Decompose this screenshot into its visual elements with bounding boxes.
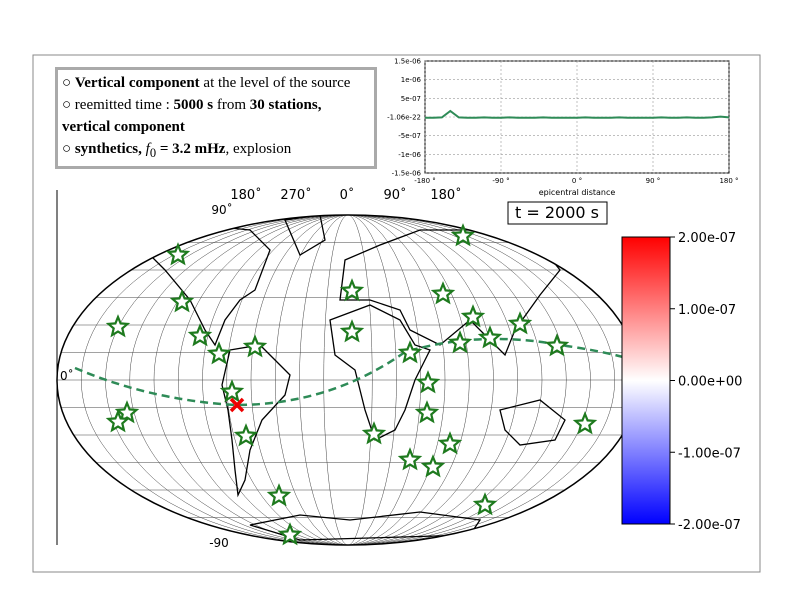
colorbar-label: 1.00e-07 [678,303,736,318]
time-box [507,201,608,225]
lon-label: 270˚ [280,187,311,203]
station [437,431,463,455]
colorbar-label: -2.00e-07 [678,518,741,533]
lat-label: 90˚ [211,202,232,217]
station [206,341,232,365]
lon-label: 0˚ [340,187,355,203]
graticule [57,215,639,545]
x-tick-label: -180 ° [414,177,436,185]
station [105,314,131,338]
great-circle [74,337,641,407]
info-text: at the level of the source [199,75,351,91]
y-tick-label: 5e-07 [401,95,421,103]
station [165,242,191,266]
lon-label: 90˚ [383,187,406,203]
info-line: ○ Vertical component at the level of the… [62,72,370,94]
colorbar-scale [621,236,671,525]
info-text: 30 stations, vertical component [62,97,322,135]
station [361,421,387,445]
info-box: ○ Vertical component at the level of the… [55,67,377,169]
x-tick-label: 180 ° [719,177,738,185]
stations [105,223,598,546]
x-tick-label: 0 ° [572,177,582,185]
station [187,323,213,347]
colorbar-label: -1.00e-07 [678,446,741,461]
colorbar: 2.00e-07 1.00e-07 0.00e+00 -1.00e-07 -2.00e-… [621,231,742,533]
y-tick-label: -1e-06 [398,151,421,159]
station [450,223,476,247]
station [447,330,473,354]
info-text: ○ [62,141,75,157]
station [397,447,423,471]
lon-label: 180˚ [230,187,261,203]
x-axis-label: epicentral distance [539,188,616,197]
station [169,289,195,313]
info-text: ○ reemitted time : [62,97,174,113]
station [460,304,486,328]
info-text: 5000 s [173,97,214,113]
x-tick-label: 90 ° [646,177,661,185]
station [105,409,131,433]
info-text: = 3.2 mHz [156,141,226,157]
station [572,411,598,435]
info-text: from [213,97,250,113]
colorbar-label: 2.00e-07 [678,231,736,246]
info-text: 0 [149,146,157,160]
station [114,400,140,424]
y-tick-label: -1.06e-22 [387,114,421,122]
station [266,483,292,507]
station [415,370,441,394]
station [544,333,570,357]
map [57,215,639,545]
station [339,319,365,343]
info-text: synthetics, [74,141,146,157]
info-line: ○ reemitted time : 5000 s from 30 statio… [62,94,370,138]
source-marker [229,397,245,413]
station [233,423,259,447]
station [477,325,503,349]
colorbar-label: 0.00e+00 [678,375,742,390]
frame [32,54,761,573]
y-tick-label: 1e-06 [401,76,422,84]
data-line [425,109,730,119]
station [219,379,245,403]
y-tick-label: 1.5e-06 [394,58,421,66]
info-text: Vertical component [74,75,200,91]
lat-label: -90 [209,536,229,550]
y-tick-label: -5e-07 [398,132,421,140]
info-text: ○ [62,75,75,91]
station [242,334,268,358]
lat-label: 0˚ [60,368,74,383]
station [397,340,423,364]
info-text: , explosion [225,141,292,157]
station [507,311,533,335]
y-tick-label: -1.5e-06 [392,170,422,178]
station [414,400,440,424]
info-line: ○ synthetics, f0 = 3.2 mHz, explosion [62,138,370,164]
x-tick-label: -90 ° [492,177,509,185]
station [339,278,365,302]
info-text: f [145,141,150,157]
station [420,454,446,478]
station [430,281,456,305]
station [472,492,498,516]
lon-label: 180˚ [430,187,461,203]
inset-chart: 1.5e-06 1e-06 5e-07 -1.06e-22 -5e-07 -1e-06 -1… [387,58,738,198]
station [277,522,303,546]
time-label: t = 2000 s [515,203,599,222]
